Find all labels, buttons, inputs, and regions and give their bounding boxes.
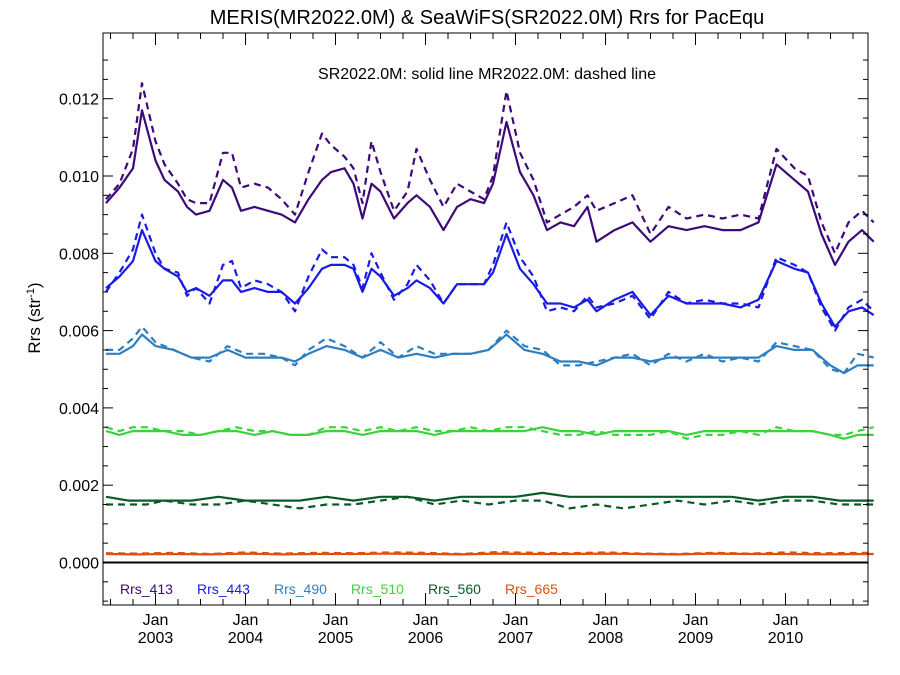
x-tick-month-label: Jan bbox=[413, 612, 439, 629]
axes: 0.0000.0020.0040.0060.0080.0100.012Jan20… bbox=[59, 32, 869, 647]
series-line-rrs-560-dashed bbox=[106, 495, 874, 510]
series-line-rrs-413-solid bbox=[105, 109, 875, 266]
plot-frame bbox=[102, 32, 869, 606]
y-tick-label: 0.006 bbox=[59, 324, 99, 341]
legend-entry: Rrs_665 bbox=[505, 581, 558, 597]
x-tick-month-label: Jan bbox=[503, 612, 529, 629]
legend-entry: Rrs_490 bbox=[274, 581, 327, 597]
series-line-rrs-413-dashed bbox=[105, 82, 875, 255]
y-tick-label: 0.010 bbox=[59, 169, 99, 186]
x-tick-month-label: Jan bbox=[323, 612, 349, 629]
x-tick-year-label: 2009 bbox=[678, 630, 714, 647]
y-axis-label-sup: -1 bbox=[25, 288, 37, 298]
legend-entry: Rrs_560 bbox=[428, 581, 481, 597]
series-line-rrs-510-solid bbox=[105, 426, 874, 440]
series-line-rrs-490-solid bbox=[106, 333, 874, 375]
series-line-rrs-443-dashed bbox=[105, 213, 875, 332]
plot-area bbox=[103, 82, 875, 564]
series-line-rrs-560-solid bbox=[105, 491, 874, 502]
y-axis-label-close: ) bbox=[25, 282, 44, 288]
x-tick-month-label: Jan bbox=[773, 612, 799, 629]
y-tick-label: 0.002 bbox=[59, 478, 99, 495]
legend-entry: Rrs_510 bbox=[351, 581, 404, 597]
x-tick-year-label: 2003 bbox=[138, 630, 174, 647]
x-tick-year-label: 2010 bbox=[768, 630, 804, 647]
series-line-rrs-443-solid bbox=[105, 229, 875, 328]
legend: Rrs_413 Rrs_443 Rrs_490 Rrs_510 Rrs_560 Rrs_6… bbox=[120, 581, 558, 597]
y-axis-label-text: Rrs (str bbox=[25, 298, 44, 354]
x-tick-month-label: Jan bbox=[233, 612, 259, 629]
y-tick-label: 0.004 bbox=[59, 401, 99, 418]
x-tick-month-label: Jan bbox=[143, 612, 169, 629]
x-tick-year-label: 2004 bbox=[228, 630, 264, 647]
x-tick-year-label: 2005 bbox=[318, 630, 354, 647]
x-tick-year-label: 2008 bbox=[588, 630, 624, 647]
series-line-rrs-490-dashed bbox=[106, 325, 874, 375]
y-tick-label: 0.012 bbox=[59, 92, 99, 109]
y-axis-label: Rrs (str-1) bbox=[25, 282, 44, 353]
series-line-rrs-665-dashed bbox=[105, 550, 874, 556]
legend-entry: Rrs_413 bbox=[120, 581, 173, 597]
legend-entry: Rrs_443 bbox=[197, 581, 250, 597]
line-style-note: SR2022.0M: solid line MR2022.0M: dashed … bbox=[318, 66, 656, 83]
x-tick-month-label: Jan bbox=[593, 612, 619, 629]
x-tick-month-label: Jan bbox=[683, 612, 709, 629]
y-tick-label: 0.000 bbox=[59, 555, 99, 572]
x-tick-year-label: 2007 bbox=[498, 630, 534, 647]
y-tick-label: 0.008 bbox=[59, 246, 99, 263]
series-line-rrs-510-dashed bbox=[105, 426, 874, 440]
x-tick-year-label: 2006 bbox=[408, 630, 444, 647]
chart-title: MERIS(MR2022.0M) & SeaWiFS(SR2022.0M) Rr… bbox=[210, 7, 765, 29]
